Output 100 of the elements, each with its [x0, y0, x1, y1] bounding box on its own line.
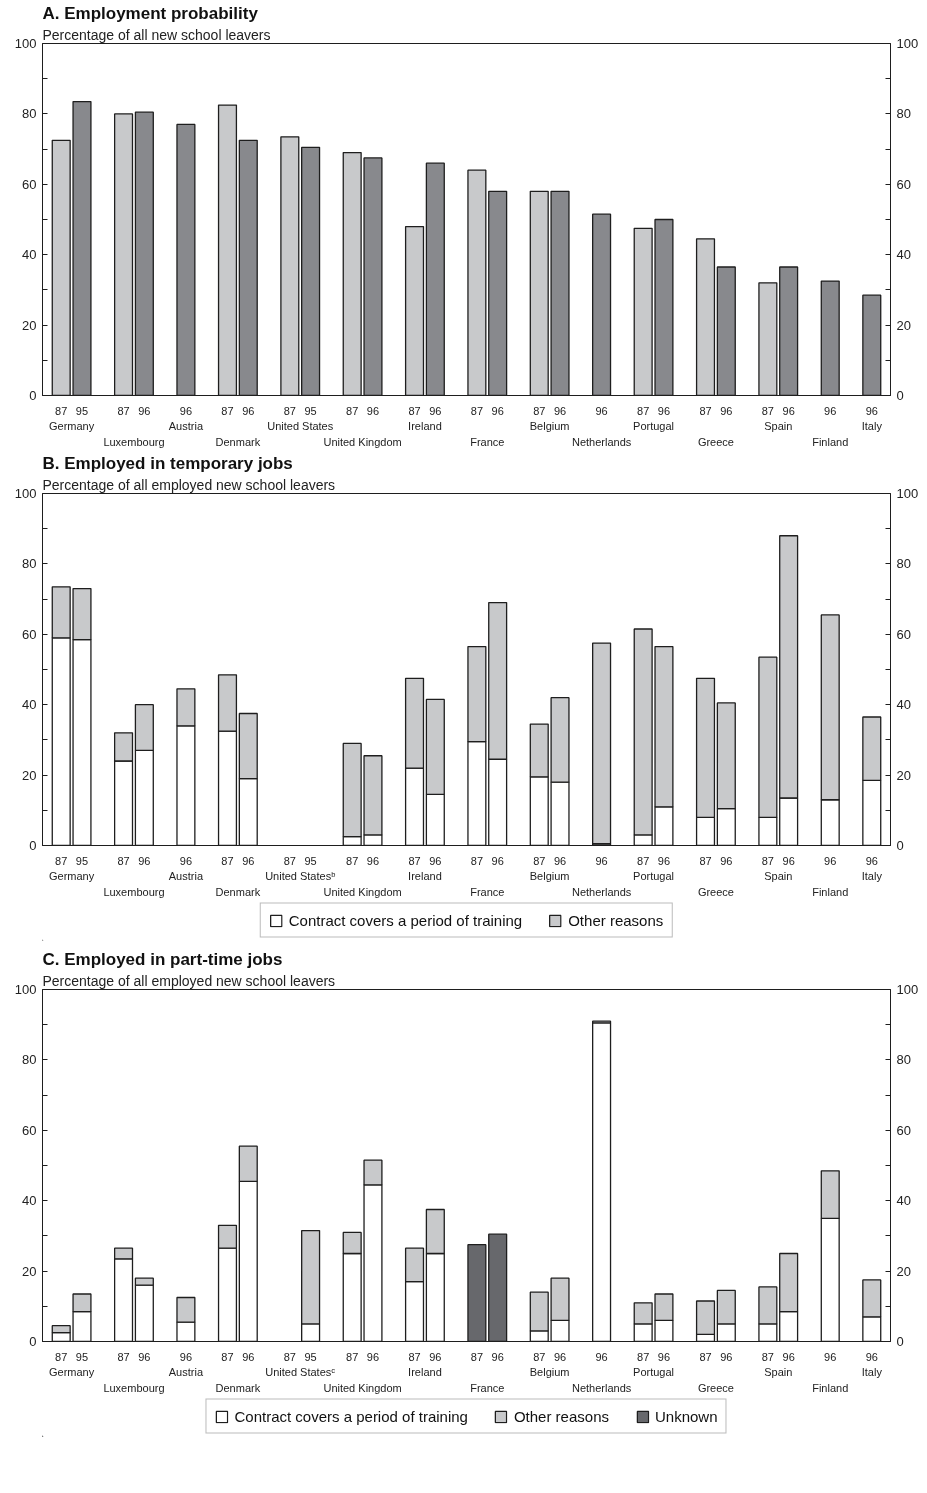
- x-tick-label: 96: [179, 1350, 193, 1363]
- x-tick-label: 96: [657, 404, 671, 417]
- text: United Statesᶜ: [265, 1365, 336, 1378]
- x-tick-label: 96: [491, 1350, 504, 1363]
- text: Spain: [764, 419, 793, 432]
- y-tick-label: 60: [22, 626, 37, 642]
- text: United Kingdom: [323, 1381, 402, 1394]
- x-tick-label: 87: [55, 1350, 68, 1363]
- chart-title: A. Employment probability: [42, 3, 259, 23]
- x-tick-label: 96: [657, 1350, 671, 1363]
- y2-tick-label: 40: [896, 247, 911, 263]
- text: Luxembourg: [103, 435, 165, 448]
- chart-title: C. Employed in part-time jobs: [42, 949, 283, 969]
- x-tick-label: 87: [408, 854, 421, 867]
- text: Portugal: [633, 1365, 675, 1378]
- x-tick-label: 96: [138, 854, 151, 867]
- text: Portugal: [633, 869, 675, 882]
- text: Belgium: [529, 1365, 570, 1378]
- y2-tick-label: 80: [896, 556, 911, 572]
- text: United Kingdom: [323, 885, 402, 898]
- text: Luxembourg: [103, 885, 165, 898]
- y2-tick-label: 40: [896, 697, 911, 713]
- y-tick-label: 80: [22, 556, 37, 572]
- x-tick-label: 96: [366, 854, 380, 867]
- y-tick-label: 60: [22, 176, 37, 192]
- text: Italy: [861, 419, 883, 432]
- text: Netherlands: [571, 435, 632, 448]
- x-tick-label: 96: [865, 854, 878, 867]
- x-tick-label: 96: [824, 404, 837, 417]
- x-tick-label: 96: [595, 404, 608, 417]
- y-tick-label: 100: [14, 486, 37, 501]
- y2-tick-label: 0: [896, 1334, 904, 1349]
- text: Denmark: [215, 435, 261, 448]
- y-tick-label: 40: [22, 247, 37, 263]
- legend-label: Contract covers a period of training: [288, 911, 523, 929]
- x-tick-label: 87: [470, 854, 484, 867]
- chart-subtitle: Percentage of all new school leavers: [42, 26, 271, 43]
- x-tick-label: 96: [138, 1350, 151, 1363]
- text: Germany: [48, 419, 95, 432]
- y-tick-label: 80: [22, 1052, 37, 1068]
- x-tick-label: 87: [117, 1350, 130, 1363]
- text: Spain: [764, 1365, 793, 1378]
- text: Greece: [697, 885, 734, 898]
- text: Austria: [168, 869, 204, 882]
- text: France: [470, 435, 505, 448]
- x-tick-label: 87: [221, 854, 234, 867]
- x-tick-label: 96: [179, 404, 193, 417]
- x-tick-label: 96: [720, 1350, 733, 1363]
- x-tick-label: 87: [55, 854, 68, 867]
- x-tick-label: 96: [865, 1350, 878, 1363]
- x-tick-label: 96: [553, 404, 567, 417]
- x-tick-label: 87: [637, 1350, 650, 1363]
- text: Finland: [812, 885, 849, 898]
- text: Luxembourg: [103, 1381, 165, 1394]
- x-tick-label: 87: [699, 854, 712, 867]
- chart-subtitle: Percentage of all employed new school leavers: [42, 476, 336, 493]
- y2-tick-label: 100: [896, 36, 919, 51]
- x-tick-label: 96: [824, 1350, 837, 1363]
- x-tick-label: 96: [366, 1350, 380, 1363]
- x-tick-label: 96: [595, 1350, 608, 1363]
- text: Ireland: [408, 869, 442, 882]
- legend-label: Other reasons: [568, 911, 664, 929]
- x-tick-label: 87: [221, 404, 234, 417]
- x-tick-label: 87: [283, 854, 296, 867]
- x-tick-label: 96: [242, 854, 255, 867]
- text: United States: [267, 419, 334, 432]
- x-tick-label: 96: [491, 404, 504, 417]
- y-tick-label: 40: [22, 1193, 37, 1209]
- chart-title: B. Employed in temporary jobs: [42, 453, 293, 473]
- x-tick-label: 87: [761, 1350, 774, 1363]
- x-tick-label: 87: [283, 1350, 296, 1363]
- x-tick-label: 87: [533, 1350, 546, 1363]
- x-tick-label: 95: [75, 1350, 89, 1363]
- text: Greece: [697, 435, 734, 448]
- x-tick-label: 87: [470, 404, 484, 417]
- y2-tick-label: 80: [896, 106, 911, 122]
- x-tick-label: 87: [283, 404, 296, 417]
- y-tick-label: 100: [14, 982, 37, 997]
- text: Belgium: [529, 419, 570, 432]
- y-tick-label: 0: [29, 388, 37, 403]
- text: Austria: [168, 1365, 204, 1378]
- y-tick-label: 20: [22, 767, 37, 783]
- x-tick-label: 87: [533, 404, 546, 417]
- x-tick-label: 96: [720, 404, 733, 417]
- text: Finland: [812, 1381, 849, 1394]
- x-tick-label: 96: [429, 1350, 442, 1363]
- x-tick-label: 96: [242, 404, 255, 417]
- text: Ireland: [408, 419, 442, 432]
- x-tick-label: 96: [138, 404, 151, 417]
- x-tick-label: 87: [761, 404, 774, 417]
- y2-tick-label: 20: [896, 317, 911, 333]
- y2-tick-label: 40: [896, 1193, 911, 1209]
- text: Netherlands: [571, 1381, 632, 1394]
- x-tick-label: 87: [470, 1350, 484, 1363]
- x-tick-label: 96: [595, 854, 608, 867]
- text: United Kingdom: [323, 435, 402, 448]
- x-tick-label: 96: [553, 854, 567, 867]
- y2-tick-label: 60: [896, 176, 911, 192]
- y-tick-label: 40: [22, 697, 37, 713]
- x-tick-label: 96: [782, 404, 795, 417]
